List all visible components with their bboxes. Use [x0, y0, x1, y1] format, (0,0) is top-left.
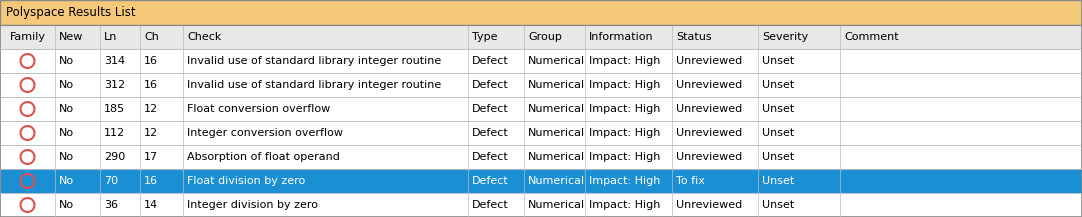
Text: Numerical: Numerical	[528, 80, 585, 90]
Bar	[0, 121, 1082, 145]
Text: Unset: Unset	[762, 80, 794, 90]
Text: Absorption of float operand: Absorption of float operand	[187, 152, 340, 162]
Text: 70: 70	[104, 176, 118, 186]
Text: Unset: Unset	[762, 128, 794, 138]
Text: 16: 16	[144, 80, 158, 90]
Text: No: No	[60, 104, 75, 114]
Text: Unreviewed: Unreviewed	[676, 80, 742, 90]
Text: 12: 12	[144, 104, 158, 114]
Text: Impact: High: Impact: High	[589, 80, 660, 90]
Bar	[0, 97, 1082, 121]
Text: Unset: Unset	[762, 200, 794, 210]
Text: 185: 185	[104, 104, 126, 114]
Text: Numerical: Numerical	[528, 104, 585, 114]
Text: Float conversion overflow: Float conversion overflow	[187, 104, 330, 114]
Text: 16: 16	[144, 176, 158, 186]
Text: No: No	[60, 200, 75, 210]
Text: Defect: Defect	[472, 128, 509, 138]
Text: Unreviewed: Unreviewed	[676, 200, 742, 210]
Text: Unreviewed: Unreviewed	[676, 104, 742, 114]
Text: No: No	[60, 152, 75, 162]
Circle shape	[21, 54, 35, 68]
Circle shape	[21, 174, 35, 188]
Text: 112: 112	[104, 128, 126, 138]
Text: Unreviewed: Unreviewed	[676, 152, 742, 162]
Bar	[0, 73, 1082, 97]
Bar	[0, 49, 1082, 73]
Text: Check: Check	[187, 32, 222, 42]
Text: Defect: Defect	[472, 152, 509, 162]
Text: Severity: Severity	[762, 32, 808, 42]
Circle shape	[21, 78, 35, 92]
Text: Unreviewed: Unreviewed	[676, 128, 742, 138]
Text: Ln: Ln	[104, 32, 117, 42]
Text: Defect: Defect	[472, 200, 509, 210]
Text: Invalid use of standard library integer routine: Invalid use of standard library integer …	[187, 56, 441, 66]
Text: New: New	[60, 32, 83, 42]
Text: 36: 36	[104, 200, 118, 210]
Bar	[0, 145, 1082, 169]
Text: Integer division by zero: Integer division by zero	[187, 200, 318, 210]
Text: Impact: High: Impact: High	[589, 128, 660, 138]
Text: To fix: To fix	[676, 176, 704, 186]
Text: Defect: Defect	[472, 104, 509, 114]
Text: 290: 290	[104, 152, 126, 162]
Text: Impact: High: Impact: High	[589, 176, 660, 186]
Circle shape	[21, 198, 35, 212]
Text: Numerical: Numerical	[528, 176, 585, 186]
Text: 17: 17	[144, 152, 158, 162]
Bar	[0, 25, 1082, 49]
Text: Unset: Unset	[762, 152, 794, 162]
Text: Float division by zero: Float division by zero	[187, 176, 305, 186]
Text: Type: Type	[472, 32, 498, 42]
Bar	[0, 193, 1082, 217]
Text: Unset: Unset	[762, 56, 794, 66]
Text: Family: Family	[10, 32, 45, 42]
Text: No: No	[60, 80, 75, 90]
Text: Unreviewed: Unreviewed	[676, 56, 742, 66]
Text: Polyspace Results List: Polyspace Results List	[6, 6, 135, 19]
Text: Unset: Unset	[762, 176, 794, 186]
Text: Integer conversion overflow: Integer conversion overflow	[187, 128, 343, 138]
Text: Information: Information	[589, 32, 654, 42]
Text: No: No	[60, 56, 75, 66]
Text: Defect: Defect	[472, 176, 509, 186]
Text: Defect: Defect	[472, 80, 509, 90]
Text: Impact: High: Impact: High	[589, 104, 660, 114]
Circle shape	[21, 102, 35, 116]
Text: Group: Group	[528, 32, 562, 42]
Text: 312: 312	[104, 80, 126, 90]
Circle shape	[21, 126, 35, 140]
Text: 14: 14	[144, 200, 158, 210]
Text: No: No	[60, 128, 75, 138]
Text: Numerical: Numerical	[528, 56, 585, 66]
Text: Comment: Comment	[844, 32, 899, 42]
Text: Ch: Ch	[144, 32, 159, 42]
Text: Numerical: Numerical	[528, 152, 585, 162]
Circle shape	[21, 150, 35, 164]
Text: Impact: High: Impact: High	[589, 56, 660, 66]
Text: Impact: High: Impact: High	[589, 152, 660, 162]
Text: Numerical: Numerical	[528, 128, 585, 138]
Text: Defect: Defect	[472, 56, 509, 66]
Text: Impact: High: Impact: High	[589, 200, 660, 210]
Text: Unset: Unset	[762, 104, 794, 114]
Bar	[0, 169, 1082, 193]
Text: No: No	[60, 176, 75, 186]
Text: Numerical: Numerical	[528, 200, 585, 210]
Text: 314: 314	[104, 56, 126, 66]
Text: 12: 12	[144, 128, 158, 138]
Bar	[0, 0, 1082, 25]
Text: Invalid use of standard library integer routine: Invalid use of standard library integer …	[187, 80, 441, 90]
Text: Status: Status	[676, 32, 712, 42]
Text: 16: 16	[144, 56, 158, 66]
